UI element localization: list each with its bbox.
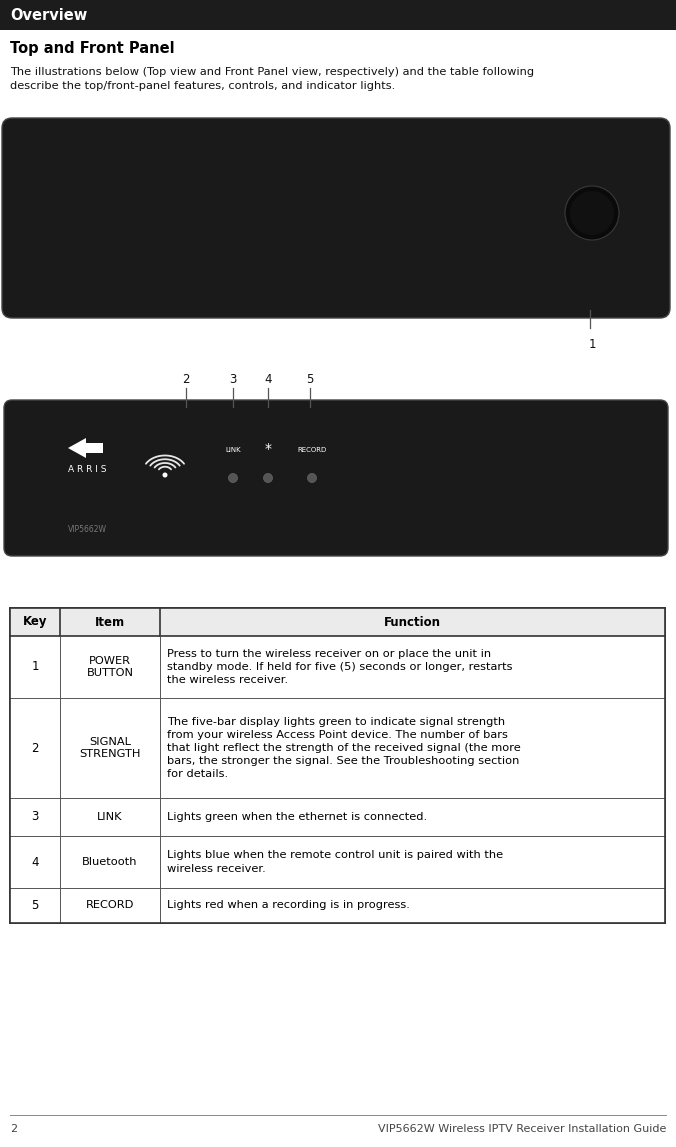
Text: Lights green when the ethernet is connected.: Lights green when the ethernet is connec… bbox=[167, 812, 427, 822]
Bar bbox=[10, 798, 665, 836]
Text: Lights blue when the remote control unit is paired with the
wireless receiver.: Lights blue when the remote control unit… bbox=[167, 850, 503, 874]
Circle shape bbox=[162, 473, 168, 477]
Text: 2: 2 bbox=[10, 1124, 17, 1134]
Text: The illustrations below (Top view and Front Panel view, respectively) and the ta: The illustrations below (Top view and Fr… bbox=[10, 67, 534, 77]
Text: Bluetooth: Bluetooth bbox=[82, 857, 138, 867]
Text: Key: Key bbox=[23, 616, 47, 629]
Text: *: * bbox=[264, 442, 272, 457]
Bar bbox=[10, 608, 665, 635]
Text: 3: 3 bbox=[31, 811, 39, 824]
Text: 5: 5 bbox=[306, 373, 314, 387]
Text: LINK: LINK bbox=[97, 812, 123, 822]
Text: 2: 2 bbox=[183, 373, 190, 387]
Text: Overview: Overview bbox=[10, 8, 87, 23]
Bar bbox=[10, 635, 665, 699]
Text: Lights red when a recording is in progress.: Lights red when a recording is in progre… bbox=[167, 900, 410, 911]
Bar bbox=[10, 608, 665, 923]
Circle shape bbox=[308, 474, 316, 483]
Bar bbox=[0, 0, 676, 30]
Text: 4: 4 bbox=[31, 856, 39, 868]
Circle shape bbox=[570, 192, 614, 235]
Text: A R R I S: A R R I S bbox=[68, 465, 107, 474]
Circle shape bbox=[228, 474, 237, 483]
Text: The five-bar display lights green to indicate signal strength
from your wireless: The five-bar display lights green to ind… bbox=[167, 717, 521, 780]
Text: 5: 5 bbox=[31, 899, 39, 912]
Text: Item: Item bbox=[95, 616, 125, 629]
Text: 1: 1 bbox=[588, 338, 596, 351]
Text: Press to turn the wireless receiver on or place the unit in
standby mode. If hel: Press to turn the wireless receiver on o… bbox=[167, 649, 512, 685]
Text: describe the top/front-panel features, controls, and indicator lights.: describe the top/front-panel features, c… bbox=[10, 81, 395, 91]
Text: 2: 2 bbox=[31, 741, 39, 755]
Bar bbox=[10, 836, 665, 888]
Text: LINK: LINK bbox=[225, 447, 241, 453]
Text: 3: 3 bbox=[229, 373, 237, 387]
Text: RECORD: RECORD bbox=[86, 900, 135, 911]
Circle shape bbox=[264, 474, 272, 483]
Text: RECORD: RECORD bbox=[297, 447, 327, 453]
Bar bbox=[10, 699, 665, 798]
Bar bbox=[10, 888, 665, 923]
FancyBboxPatch shape bbox=[4, 400, 668, 556]
Text: SIGNAL
STRENGTH: SIGNAL STRENGTH bbox=[79, 738, 141, 759]
Text: Top and Front Panel: Top and Front Panel bbox=[10, 40, 174, 55]
Text: VIP5662W: VIP5662W bbox=[68, 525, 107, 535]
Text: 1: 1 bbox=[31, 661, 39, 673]
Text: Function: Function bbox=[384, 616, 441, 629]
FancyBboxPatch shape bbox=[2, 118, 670, 318]
Polygon shape bbox=[68, 438, 103, 458]
Circle shape bbox=[565, 186, 619, 240]
Text: 4: 4 bbox=[264, 373, 272, 387]
Text: POWER
BUTTON: POWER BUTTON bbox=[87, 656, 133, 678]
Text: VIP5662W Wireless IPTV Receiver Installation Guide: VIP5662W Wireless IPTV Receiver Installa… bbox=[378, 1124, 666, 1134]
